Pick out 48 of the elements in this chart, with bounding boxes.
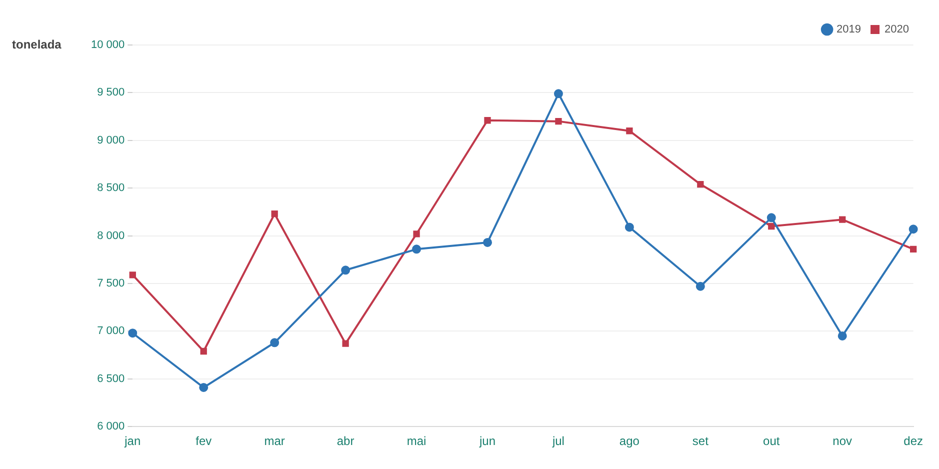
x-tick-label: abr bbox=[336, 434, 354, 448]
x-tick-label: jul bbox=[551, 434, 564, 448]
legend-label: 2020 bbox=[884, 24, 910, 36]
point bbox=[555, 118, 562, 125]
y-tick-label: 9 500 bbox=[97, 86, 125, 99]
point bbox=[839, 216, 846, 223]
point bbox=[128, 328, 138, 338]
point bbox=[838, 331, 847, 340]
point bbox=[696, 282, 705, 291]
x-tick-label: jun bbox=[478, 434, 496, 448]
point bbox=[270, 338, 280, 348]
legend-label: 2019 bbox=[836, 24, 862, 36]
point bbox=[342, 340, 349, 347]
y-tick-label: 9 000 bbox=[97, 134, 125, 146]
point bbox=[768, 222, 775, 230]
x-tick-label: mai bbox=[406, 434, 426, 448]
x-tick-label: ago bbox=[619, 434, 640, 448]
point bbox=[199, 382, 208, 392]
x-tick-label: fev bbox=[196, 434, 212, 448]
y-tick-label: 8 500 bbox=[97, 182, 125, 194]
y-tick-label: 8 000 bbox=[97, 230, 125, 242]
y-tick-label: 6 500 bbox=[97, 372, 125, 385]
x-tick-label: dez bbox=[904, 434, 924, 448]
x-tick-label: mar bbox=[264, 434, 285, 448]
point bbox=[626, 128, 633, 134]
point bbox=[271, 210, 278, 218]
y-tick-label: 10 000 bbox=[90, 39, 125, 52]
y-tick-label: 6 000 bbox=[97, 420, 125, 433]
x-tick-label: out bbox=[763, 434, 780, 448]
point bbox=[908, 224, 918, 234]
point bbox=[554, 89, 563, 98]
x-tick-label: nov bbox=[832, 434, 852, 448]
point bbox=[129, 272, 136, 278]
point bbox=[484, 117, 491, 124]
y-tick-label: 7 000 bbox=[97, 325, 125, 338]
point bbox=[341, 266, 350, 275]
y-axis-title: tonelada bbox=[12, 37, 62, 52]
point bbox=[697, 180, 704, 188]
x-tick-label: set bbox=[692, 434, 710, 448]
point bbox=[200, 348, 207, 355]
point bbox=[766, 213, 776, 222]
y-tick-label: 7 500 bbox=[97, 278, 125, 290]
point bbox=[413, 230, 420, 238]
point bbox=[483, 238, 492, 247]
point bbox=[624, 222, 634, 232]
point bbox=[910, 246, 917, 252]
x-tick-label: jan bbox=[124, 434, 141, 448]
point bbox=[412, 244, 422, 254]
